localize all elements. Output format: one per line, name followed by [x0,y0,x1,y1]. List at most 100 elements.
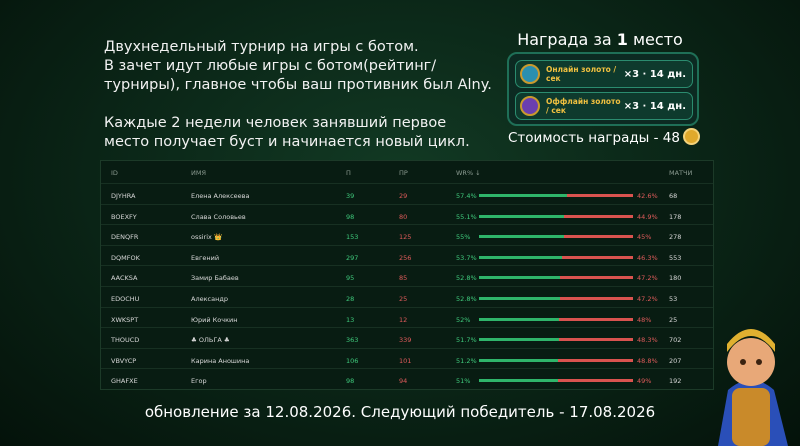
losses: 12 [399,315,408,324]
matches: 180 [669,274,682,283]
mascot [718,329,788,446]
wins: 363 [346,336,359,345]
win-rate: 52% [456,315,471,324]
win-rate: 52.8% [456,274,477,283]
loss-bar [557,379,633,383]
loss-bar [563,235,633,239]
win-bar [479,338,559,342]
header-row: ID ИМЯ П ПР WR% ↓ МАТЧИ [101,161,713,183]
table-row: EDOCHU Александр 28 25 52.8% 47.2% 53 [101,286,713,310]
table-row: BOEXFY Слава Соловьев 98 80 55.1% 44.9% 178 [101,203,713,228]
header-cell: МАТЧИ [669,169,693,177]
name: Евгений [191,253,220,262]
line: Двухнедельный турнир на игры с ботом. [104,39,419,55]
wins: 153 [346,233,359,242]
reward-box: Онлайн золото / сек ×3 · 14 дн. Оффлайн з… [507,52,699,126]
losses: 256 [399,253,412,262]
text: Награда за [517,30,612,49]
win-bar [479,194,568,197]
id: XWKSPT [111,315,139,324]
wins: 106 [346,356,359,365]
header-cell: ИМЯ [191,169,206,177]
wins: 39 [346,192,355,200]
loss-rate: 45% [637,233,652,242]
loss-bar [558,338,633,342]
matches: 25 [669,315,678,324]
win-rate: 55% [456,233,471,242]
name: Замир Бабаев [191,274,239,283]
losses: 25 [399,295,408,303]
win-bar [479,358,558,362]
losses: 80 [399,212,408,221]
wins: 95 [346,274,355,283]
win-rate: 55.1% [456,212,477,221]
table-row: GHAFXE Егор 98 94 51% 49% 192 [101,368,713,392]
loss-bar [559,317,633,321]
loss-rate: 47.2% [637,274,658,283]
id: THOUCD [111,336,140,345]
line: Каждые 2 недели человек занявший первое [104,115,447,131]
wins: 13 [346,315,355,324]
name: Слава Соловьев [191,212,246,221]
win-rate: 51.2% [456,356,477,365]
matches: 53 [669,295,678,303]
loss-bar [561,255,633,259]
id: BOEXFY [111,212,137,221]
text: место [632,30,683,49]
label: Онлайн золото / сек [546,65,617,83]
id: DJYHRA [111,192,136,200]
header-cell: П [346,169,351,177]
matches: 553 [669,253,682,262]
win-bar [479,214,564,218]
loss-bar [560,297,633,300]
losses: 125 [399,233,412,242]
footer: обновление за 12.08.2026. Следующий побе… [144,403,656,421]
coin-icon [682,128,700,145]
matches: 278 [669,233,682,242]
wins: 98 [346,212,355,221]
loss-bar [567,194,633,197]
win-bar [479,379,558,383]
name: Егор [191,377,207,386]
loss-rate: 44.9% [637,212,658,221]
place: 1 [616,30,628,49]
wins: 98 [346,377,355,386]
id: DQMFOK [111,253,140,262]
win-rate: 51% [456,377,471,386]
name: Елена Алексеева [191,192,250,200]
loss-bar [557,358,633,362]
table-row: DQMFOK Евгений 297 256 53.7% 46.3% 553 [101,244,713,269]
losses: 29 [399,192,408,200]
name: ♣ ОЛЬГА ♣ [191,336,230,345]
line: турниры), главное чтобы ваш противник бы… [104,77,492,93]
table-row: DENQFR ossirix 👑 153 125 55% 45% 278 [101,224,713,248]
losses: 94 [399,377,408,386]
loss-bar [563,214,633,218]
matches: 178 [669,212,682,221]
header-cell: ID [111,169,118,177]
id: DENQFR [111,233,139,242]
loss-rate: 42.6% [637,192,658,200]
line: место получает буст и начинается новый ц… [104,134,470,150]
losses: 101 [399,356,412,365]
loss-rate: 47.2% [637,295,658,303]
win-bar [479,317,560,321]
id: AACKSA [111,274,138,283]
table-row: DJYHRA Елена Алексеева 39 29 57.4% 42.6% 68 [101,183,713,207]
line: В зачет идут любые игры с ботом(рейтинг/ [104,58,437,74]
id: VBVYCP [111,356,137,365]
loss-rate: 48% [637,315,652,324]
bonus: ×3 · 14 дн. [623,100,686,112]
name: ossirix 👑 [191,233,223,242]
intro-paragraph: Двухнедельный турнир на игры с ботом. В з… [104,38,504,95]
icon [520,64,540,84]
loss-rate: 49% [637,377,652,386]
loss-bar [560,276,633,280]
cost: Стоимость награды - 48 [508,128,700,146]
name: Александр [191,295,228,303]
win-rate: 51.7% [456,336,477,345]
icon [520,96,540,116]
header-cell: ПР [399,169,408,177]
text: Стоимость награды - 48 [508,130,680,146]
